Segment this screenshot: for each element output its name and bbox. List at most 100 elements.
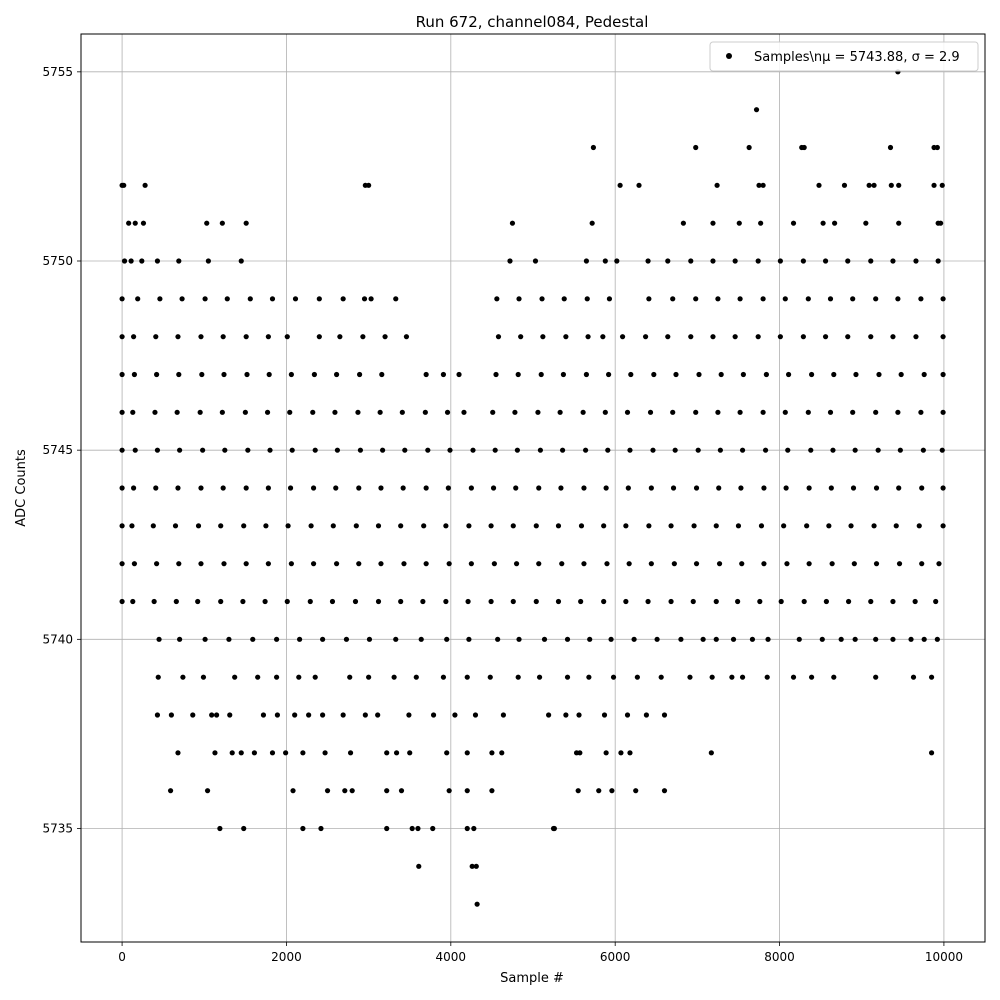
data-point	[614, 258, 620, 264]
data-point	[790, 674, 797, 680]
data-point	[399, 409, 405, 415]
data-point	[919, 561, 925, 567]
data-point	[375, 523, 382, 529]
data-point	[283, 750, 289, 756]
data-point	[580, 409, 586, 415]
data-point	[575, 788, 581, 794]
data-point	[896, 220, 902, 226]
data-point	[393, 750, 400, 756]
data-point	[890, 334, 896, 340]
data-point	[320, 712, 326, 718]
data-point	[175, 485, 181, 491]
data-point	[808, 674, 815, 680]
data-point	[393, 636, 399, 642]
data-point	[515, 674, 521, 680]
data-point	[715, 296, 721, 302]
data-point	[739, 561, 745, 567]
data-point	[384, 750, 390, 756]
data-point	[262, 598, 268, 605]
data-point	[150, 523, 156, 529]
data-point	[420, 598, 426, 605]
data-point	[827, 409, 834, 415]
data-point	[602, 258, 608, 264]
data-point	[168, 712, 174, 718]
data-point	[764, 674, 770, 680]
data-point	[890, 636, 896, 642]
data-point	[709, 674, 715, 680]
data-point	[131, 371, 138, 378]
data-point	[398, 523, 404, 529]
data-point	[555, 523, 562, 529]
x-tick-label: 8000	[764, 950, 795, 964]
data-point	[668, 523, 674, 529]
data-point	[693, 144, 699, 151]
data-point	[306, 712, 312, 718]
data-point	[939, 447, 945, 453]
data-point	[322, 750, 328, 756]
data-point	[274, 712, 281, 718]
data-point	[777, 334, 783, 340]
data-point	[737, 409, 743, 415]
data-point	[489, 788, 495, 794]
data-point	[154, 712, 161, 718]
data-point	[238, 258, 244, 264]
data-point	[180, 674, 186, 680]
data-point	[940, 409, 946, 415]
data-point	[928, 750, 935, 756]
data-point	[866, 182, 872, 188]
data-point	[940, 334, 946, 340]
data-point	[873, 674, 879, 680]
data-point	[535, 409, 541, 415]
data-point	[167, 788, 174, 794]
data-point	[729, 674, 735, 680]
data-point	[940, 296, 946, 302]
data-point	[805, 296, 811, 302]
data-point	[285, 523, 291, 529]
data-point	[713, 523, 719, 529]
data-point	[732, 258, 738, 264]
data-point	[832, 220, 838, 226]
data-point	[466, 523, 472, 529]
data-point	[546, 712, 552, 718]
data-point	[418, 636, 424, 642]
data-point	[645, 258, 651, 264]
data-point	[828, 485, 834, 491]
data-point	[142, 182, 148, 188]
data-point	[240, 598, 246, 605]
data-point	[650, 447, 656, 453]
data-point	[440, 371, 447, 378]
data-point	[608, 636, 614, 642]
data-point	[468, 485, 474, 491]
data-point	[219, 220, 225, 226]
data-point	[708, 750, 714, 756]
data-point	[658, 674, 664, 680]
data-point	[464, 825, 470, 832]
data-point	[896, 561, 903, 567]
data-point	[755, 258, 761, 264]
data-point	[600, 334, 606, 340]
data-point	[375, 598, 382, 605]
data-point	[940, 485, 946, 491]
data-point	[801, 144, 807, 151]
data-point	[204, 788, 211, 794]
data-point	[384, 788, 390, 794]
data-point	[492, 447, 498, 453]
data-point	[139, 258, 145, 264]
data-point	[382, 334, 388, 340]
legend-box	[709, 41, 979, 72]
data-point	[402, 447, 408, 453]
data-point	[514, 447, 520, 453]
data-point	[130, 598, 136, 605]
data-point	[263, 523, 269, 529]
data-point	[318, 825, 324, 832]
data-point	[560, 371, 567, 378]
data-point	[898, 371, 904, 378]
data-point	[820, 220, 826, 226]
data-point	[202, 296, 208, 302]
data-point	[888, 182, 894, 188]
data-point	[446, 561, 452, 567]
data-point	[445, 485, 451, 491]
y-tick-label: 5745	[42, 443, 73, 457]
data-point	[284, 334, 290, 340]
